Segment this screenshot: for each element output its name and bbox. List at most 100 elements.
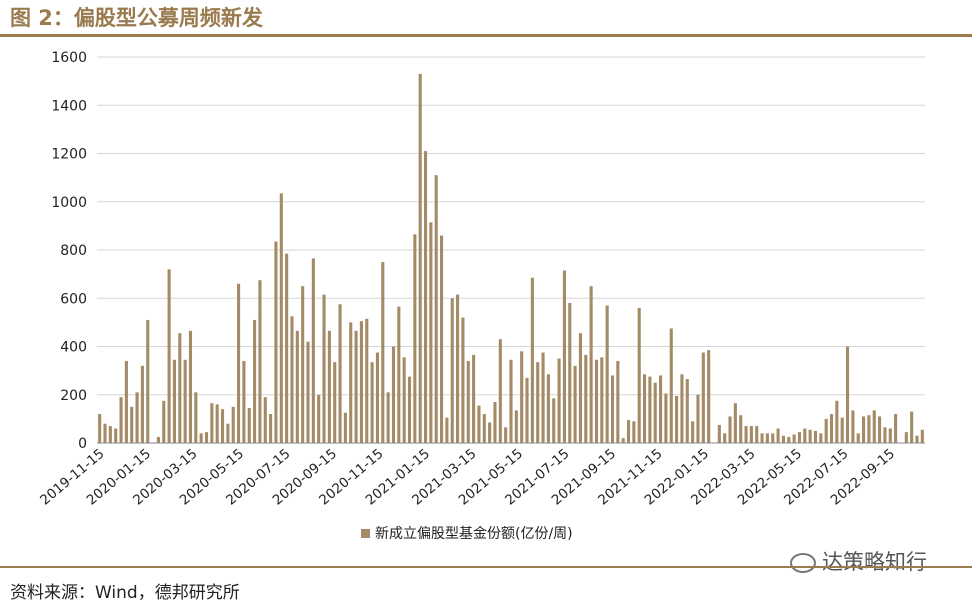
bar xyxy=(717,424,721,443)
bar xyxy=(862,416,866,443)
bar xyxy=(269,414,273,443)
bar xyxy=(226,423,230,443)
bar xyxy=(130,406,134,443)
bar xyxy=(167,269,171,443)
bar xyxy=(247,408,251,443)
bar xyxy=(739,415,743,443)
bar xyxy=(616,360,620,443)
bar xyxy=(482,414,486,443)
bar xyxy=(183,359,187,443)
bar xyxy=(707,350,711,443)
bar xyxy=(135,392,139,443)
bar xyxy=(589,286,593,443)
bar xyxy=(771,433,775,443)
bar xyxy=(343,412,347,443)
bar xyxy=(691,421,695,443)
bar xyxy=(493,401,497,443)
bar xyxy=(220,409,225,443)
bar xyxy=(488,422,492,443)
bar xyxy=(456,294,460,443)
bar xyxy=(231,406,235,443)
bar xyxy=(888,428,892,443)
bar xyxy=(536,362,540,443)
bar xyxy=(386,392,390,443)
bar xyxy=(477,405,481,443)
bar xyxy=(856,433,860,443)
bar xyxy=(210,403,214,443)
bar xyxy=(450,298,454,443)
bar xyxy=(354,330,358,443)
y-tick-label: 600 xyxy=(60,291,87,307)
bar xyxy=(562,270,566,443)
bar xyxy=(744,426,748,443)
bar xyxy=(285,253,289,443)
bar xyxy=(237,283,241,443)
bar xyxy=(407,376,412,443)
bar xyxy=(819,433,823,443)
bar xyxy=(434,175,438,443)
bar xyxy=(675,395,679,443)
bar xyxy=(306,341,310,443)
bar xyxy=(520,351,524,443)
bar xyxy=(391,346,396,443)
bar xyxy=(156,436,160,443)
bar xyxy=(413,234,417,443)
bar xyxy=(792,434,796,443)
bar xyxy=(829,414,834,443)
bar xyxy=(322,294,326,443)
bar xyxy=(643,374,647,443)
bar xyxy=(445,417,449,443)
bar xyxy=(418,73,422,443)
bar xyxy=(301,286,305,443)
watermark-text: 达策略知行 xyxy=(822,550,927,574)
bar xyxy=(728,416,732,443)
bar xyxy=(749,426,753,443)
bar xyxy=(803,428,807,443)
bar xyxy=(626,420,631,443)
bar xyxy=(552,398,556,443)
bar xyxy=(119,397,123,443)
bar xyxy=(632,421,636,443)
bar xyxy=(317,394,321,443)
bar xyxy=(621,438,625,443)
bar xyxy=(423,151,428,443)
bar xyxy=(840,417,844,443)
bar xyxy=(878,416,882,443)
bar xyxy=(530,277,534,443)
bar xyxy=(498,339,502,443)
bar xyxy=(359,321,363,443)
bar xyxy=(274,241,278,443)
bar xyxy=(375,352,379,443)
bar xyxy=(664,393,668,443)
bar xyxy=(904,432,908,443)
bar xyxy=(824,418,828,444)
bar xyxy=(851,410,855,443)
bar xyxy=(653,382,657,443)
bar xyxy=(204,432,209,443)
bar xyxy=(835,400,839,443)
bar xyxy=(279,193,283,443)
bar xyxy=(659,375,663,443)
bar xyxy=(883,427,887,443)
bar xyxy=(648,376,652,443)
bar xyxy=(755,426,759,443)
bar xyxy=(760,433,764,443)
bar xyxy=(669,328,673,443)
bar xyxy=(605,305,609,443)
bar xyxy=(311,258,315,443)
bar xyxy=(333,362,337,443)
bar xyxy=(215,404,219,443)
source-note: 资料来源：Wind，德邦研究所 xyxy=(10,583,240,603)
bar xyxy=(546,374,550,443)
bar xyxy=(178,333,182,443)
bar xyxy=(461,317,465,443)
source-rule xyxy=(0,566,972,568)
bar xyxy=(162,400,166,443)
bar xyxy=(114,428,118,443)
bar xyxy=(402,357,406,443)
bar-chart: 020040060080010001200140016002019-11-152… xyxy=(37,50,925,542)
bar xyxy=(797,432,802,443)
bar xyxy=(781,435,785,443)
bar xyxy=(573,365,577,443)
bar xyxy=(263,397,267,443)
